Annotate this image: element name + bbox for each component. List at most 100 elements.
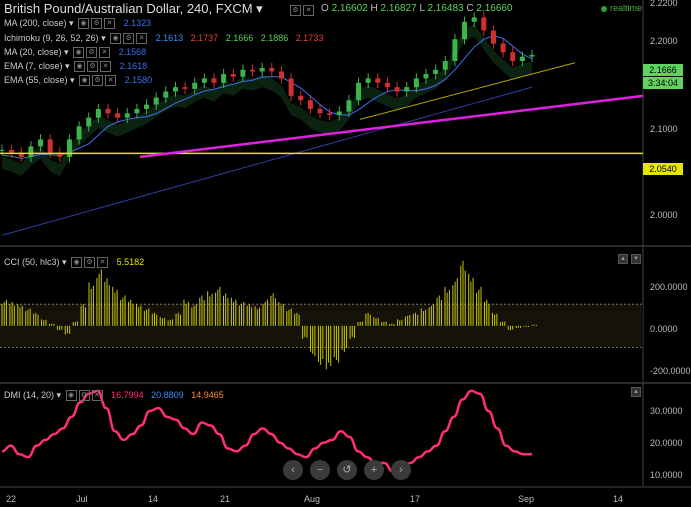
candle-body — [105, 108, 111, 114]
panel-move-up-icon[interactable]: ▲ — [618, 254, 628, 264]
eye-icon[interactable]: ◉ — [73, 47, 85, 59]
candle-body — [413, 78, 419, 88]
candle-body — [47, 139, 53, 153]
candle-body — [500, 43, 506, 53]
settings-icon[interactable]: ⚙ — [87, 61, 99, 73]
zoom-in-button[interactable]: + — [364, 460, 384, 480]
settings-icon[interactable]: ⚙ — [92, 75, 104, 87]
close-icon[interactable]: ✕ — [99, 47, 111, 59]
candle-body — [471, 17, 477, 22]
candle-body — [481, 17, 487, 31]
eye-icon[interactable]: ◉ — [110, 33, 122, 45]
ma20-line — [1, 35, 533, 159]
last-price-tag: 2.1666 — [643, 64, 683, 76]
chart-title[interactable]: British Pound/Australian Dollar, 240, FX… — [4, 1, 263, 16]
trendline — [139, 94, 644, 159]
candle-body — [442, 61, 448, 70]
eye-icon[interactable]: ◉ — [79, 75, 91, 87]
x-tick-label: 17 — [410, 494, 421, 504]
eye-icon[interactable]: ◉ — [78, 18, 90, 30]
settings-icon[interactable]: ⚙ — [84, 257, 96, 269]
close-icon[interactable]: ✕ — [105, 75, 117, 87]
dmi-panel — [1, 389, 532, 473]
candle-body — [519, 56, 525, 61]
candle-body — [9, 149, 15, 153]
candle-body — [529, 54, 535, 57]
scroll-right-button[interactable]: › — [391, 460, 411, 480]
ichimoku-cloud — [2, 24, 532, 177]
x-tick-label: 21 — [220, 494, 231, 504]
candle-body — [86, 117, 92, 127]
dmi-tick-label: 10.0000 — [650, 470, 683, 480]
settings-icon[interactable]: ⚙ — [123, 33, 135, 45]
indicator-ma20[interactable]: MA (20, close) ▾ ◉ ⚙ ✕ 2.1568 — [4, 47, 147, 59]
dmi-tick-label: 20.0000 — [650, 438, 683, 448]
close-icon[interactable]: ✕ — [136, 33, 148, 45]
candle-body — [57, 152, 63, 157]
close-icon[interactable]: ✕ — [104, 18, 116, 30]
y-tick-label: 2.0000 — [650, 210, 678, 220]
candle-body — [278, 71, 284, 79]
panel-move-up-icon[interactable]: ▲ — [631, 387, 641, 397]
candle-body — [336, 111, 342, 116]
ma200-line — [1, 86, 533, 236]
candle-body — [144, 104, 150, 109]
candle-body — [201, 78, 207, 83]
zoom-out-button[interactable]: − — [310, 460, 330, 480]
candle-body — [211, 78, 217, 83]
x-tick-label: 22 — [6, 494, 17, 504]
indicator-ema55[interactable]: EMA (55, close) ▾ ◉ ⚙ ✕ 2.1580 — [4, 75, 153, 87]
candle-body — [365, 78, 371, 83]
candle-body — [95, 108, 101, 118]
support-price-tag: 2.0540 — [643, 163, 683, 175]
indicator-ichimoku[interactable]: Ichimoku (9, 26, 52, 26) ▾ ◉ ⚙ ✕ 2.1613 2.… — [4, 33, 324, 45]
candle-body — [384, 82, 390, 88]
candle-body — [153, 97, 159, 105]
eye-icon[interactable]: ◉ — [65, 390, 77, 402]
candle-body — [375, 78, 381, 83]
indicator-ma200[interactable]: MA (200, close) ▾ ◉ ⚙ ✕ 2.1323 — [4, 18, 152, 30]
settings-icon[interactable]: ⚙ — [290, 5, 301, 16]
settings-icon[interactable]: ⚙ — [86, 47, 98, 59]
candle-body — [404, 87, 410, 92]
settings-icon[interactable]: ⚙ — [91, 18, 103, 30]
realtime-dot-icon — [601, 5, 607, 12]
panel-move-down-icon[interactable]: ▼ — [631, 254, 641, 264]
x-tick-label: Jul — [76, 494, 88, 504]
candle-body — [0, 149, 5, 151]
cci-legend[interactable]: CCI (50, hlc3) ▾ ◉ ⚙ ✕ 5.5182 — [4, 257, 145, 269]
candle-body — [230, 74, 236, 77]
candle-body — [317, 108, 323, 114]
candle-body — [192, 82, 198, 89]
channel-line — [359, 62, 576, 120]
candle-body — [18, 152, 24, 157]
x-tick-label: 14 — [148, 494, 159, 504]
dmi-legend[interactable]: DMI (14, 20) ▾ ◉ ⚙ ✕ 16.7994 20.8809 14.94… — [4, 390, 224, 402]
y-tick-label: 2.2200 — [650, 0, 678, 8]
y-tick-label: 2.2000 — [650, 36, 678, 46]
price-panel — [0, 12, 644, 236]
eye-icon[interactable]: ◉ — [74, 61, 86, 73]
ohlc-readout: O 2.16602 H 2.16827 L 2.16483 C 2.16660 — [321, 3, 513, 14]
dmi-line — [1, 389, 532, 473]
close-icon[interactable]: ✕ — [100, 61, 112, 73]
realtime-indicator: realtime — [601, 3, 642, 13]
scroll-left-button[interactable]: ‹ — [283, 460, 303, 480]
candle-body — [394, 87, 400, 92]
eye-icon[interactable]: ◉ — [71, 257, 83, 269]
settings-icon[interactable]: ⚙ — [78, 390, 90, 402]
candle-body — [423, 74, 429, 79]
indicator-ema7[interactable]: EMA (7, close) ▾ ◉ ⚙ ✕ 2.1618 — [4, 61, 148, 73]
candle-body — [298, 95, 304, 101]
cci-panel — [0, 260, 643, 370]
candle-body — [172, 87, 178, 92]
close-icon[interactable]: ✕ — [91, 390, 103, 402]
close-icon[interactable]: ✕ — [303, 5, 314, 16]
reset-button[interactable]: ↺ — [337, 460, 357, 480]
candle-body — [269, 67, 275, 72]
candle-body — [452, 39, 458, 61]
close-icon[interactable]: ✕ — [97, 257, 109, 269]
candle-body — [327, 113, 333, 116]
candle-body — [510, 52, 516, 61]
